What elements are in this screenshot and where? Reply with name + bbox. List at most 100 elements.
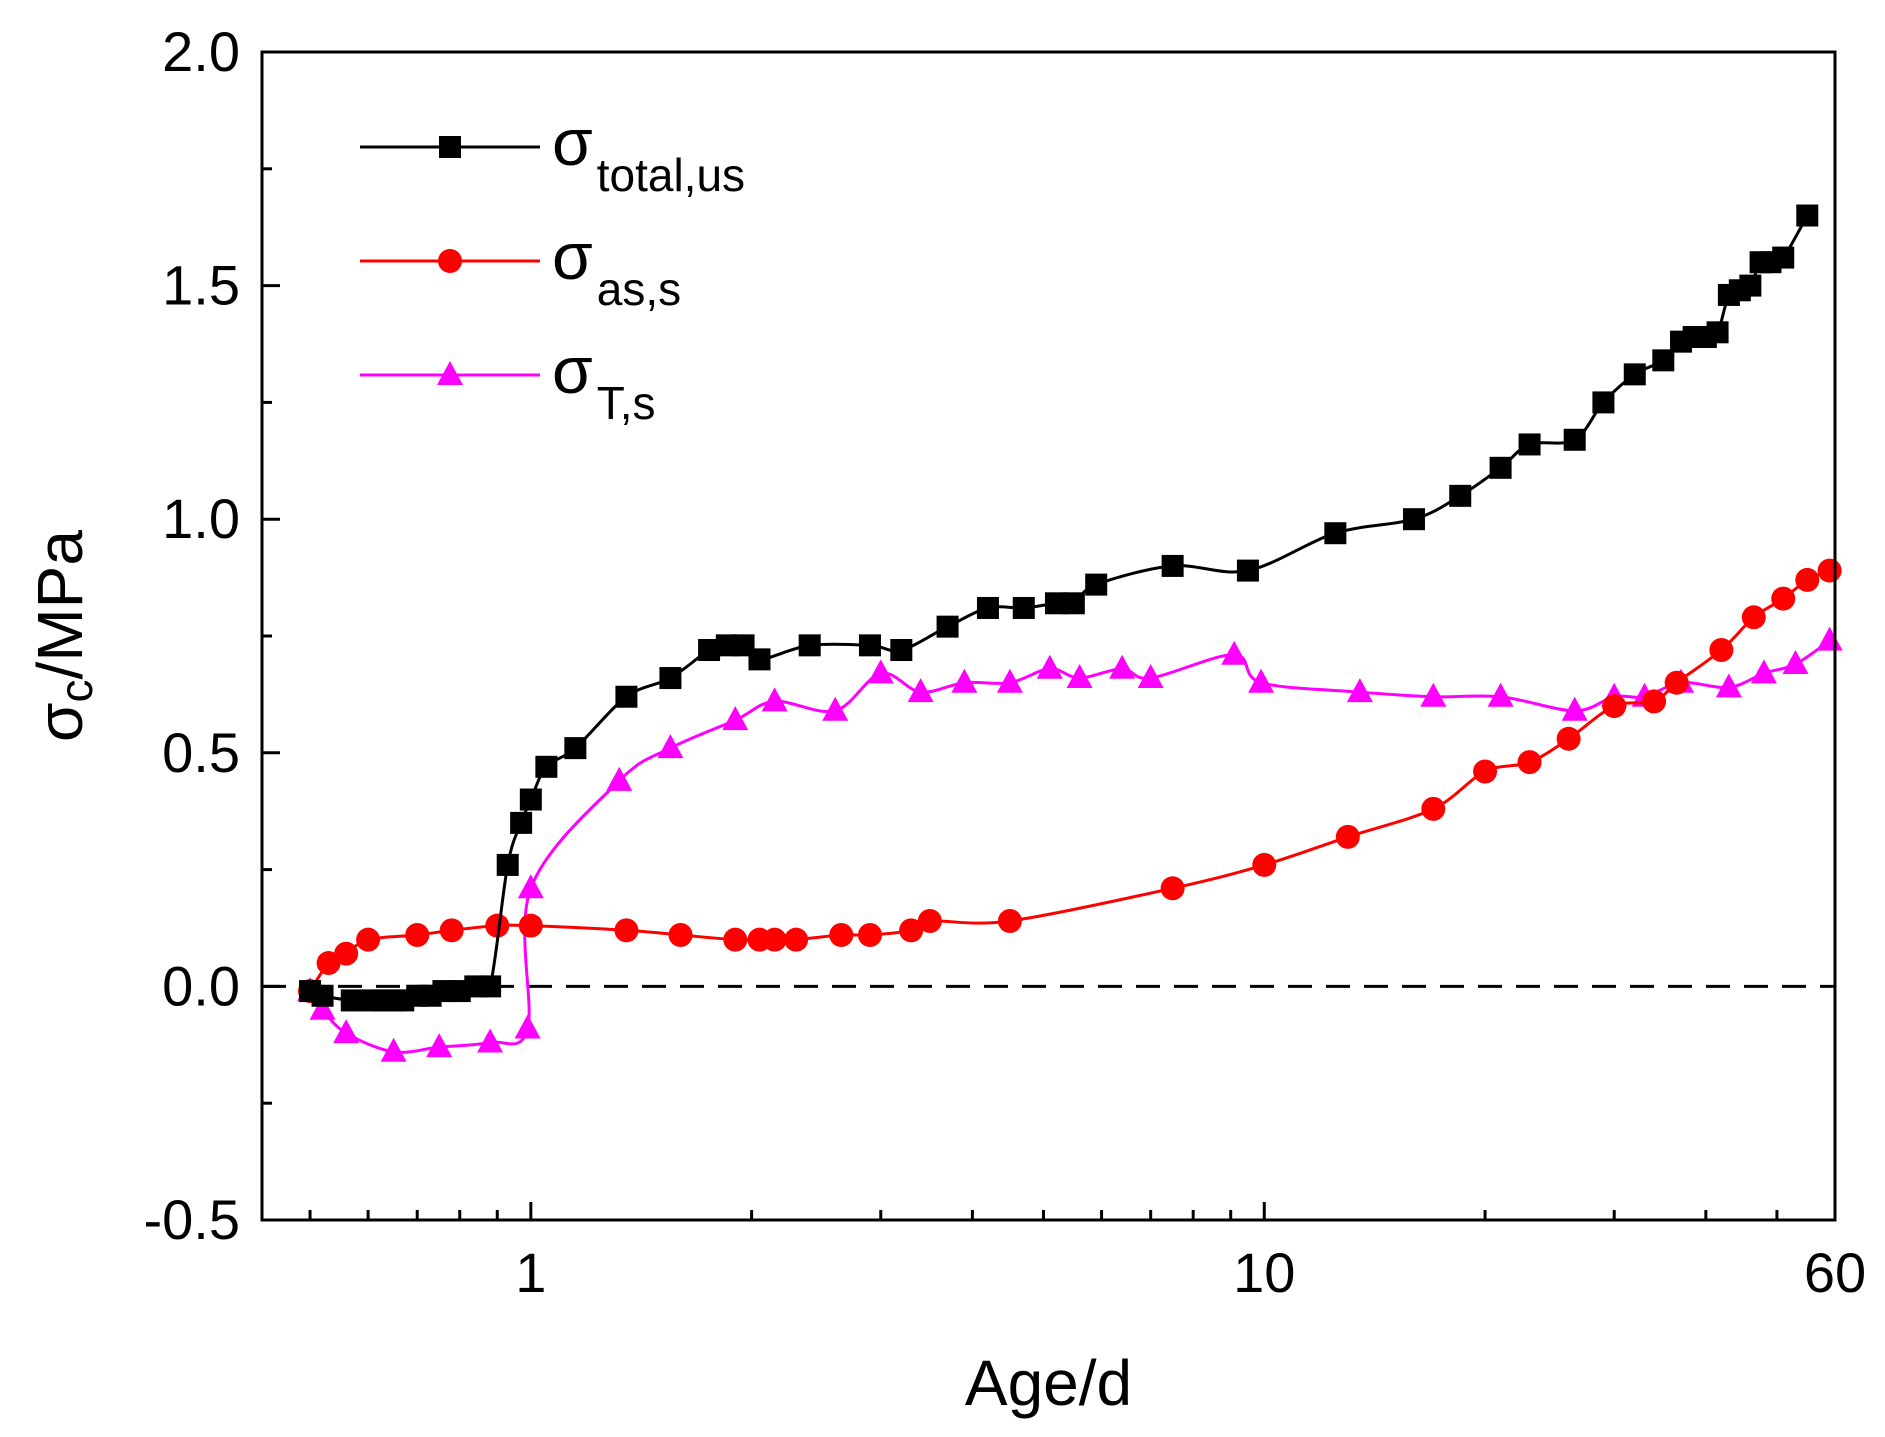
data-point xyxy=(514,1014,541,1039)
data-point xyxy=(1715,673,1742,698)
data-point xyxy=(1252,852,1277,877)
series-circle xyxy=(298,558,1842,1004)
data-point xyxy=(1402,508,1425,531)
legend-item: σas,s xyxy=(360,219,681,315)
data-point xyxy=(1556,726,1581,751)
data-point xyxy=(1817,558,1842,583)
legend-label: σtotal,us xyxy=(552,105,745,201)
data-point xyxy=(657,734,684,759)
data-point xyxy=(535,755,558,778)
data-point xyxy=(485,913,510,938)
data-point xyxy=(316,951,341,976)
data-point xyxy=(1221,640,1248,665)
y-tick-label: -0.5 xyxy=(144,1188,241,1251)
y-axis-title-rest: /MPa xyxy=(24,530,96,680)
data-point xyxy=(899,918,924,943)
data-point xyxy=(1044,592,1067,615)
data-point xyxy=(1706,321,1729,344)
data-point xyxy=(1796,204,1819,227)
series-square xyxy=(299,204,1819,1012)
x-axis-title: Age/d xyxy=(965,1347,1132,1419)
data-point xyxy=(1085,573,1108,596)
data-point xyxy=(1420,682,1447,707)
legend-label-sub: T,s xyxy=(597,377,656,429)
y-tick-label: 2.0 xyxy=(162,20,240,83)
data-point xyxy=(1739,274,1762,297)
data-point xyxy=(1160,876,1185,901)
data-point xyxy=(518,913,543,938)
data-point xyxy=(1816,626,1843,651)
data-point xyxy=(334,941,359,966)
data-point xyxy=(857,923,882,948)
data-point xyxy=(1642,689,1667,714)
data-point xyxy=(1795,567,1820,592)
data-point xyxy=(1771,586,1796,611)
data-point xyxy=(1473,759,1498,784)
legend-label-sub: total,us xyxy=(597,149,745,201)
data-point xyxy=(496,853,519,876)
legend-marker xyxy=(439,136,461,158)
data-point xyxy=(1036,654,1063,679)
data-point xyxy=(439,918,464,943)
data-point xyxy=(917,908,942,933)
data-point xyxy=(1236,559,1259,582)
x-tick-label: 1 xyxy=(515,1241,546,1304)
y-tick-label: 1.5 xyxy=(162,254,240,317)
data-point xyxy=(333,1019,360,1044)
data-point xyxy=(405,923,430,948)
data-point xyxy=(615,685,638,708)
data-point xyxy=(698,639,721,662)
x-tick-label: 60 xyxy=(1804,1241,1866,1304)
y-axis-title-main: σ xyxy=(24,702,96,742)
data-point xyxy=(867,659,894,684)
data-point xyxy=(1623,363,1646,386)
legend-label-main: σ xyxy=(552,333,593,407)
data-point xyxy=(1561,696,1588,721)
data-point xyxy=(668,923,693,948)
legend-label-main: σ xyxy=(552,105,593,179)
data-point xyxy=(1772,246,1795,269)
data-point xyxy=(715,634,738,657)
data-point xyxy=(1161,554,1184,577)
data-point xyxy=(606,766,633,791)
data-point xyxy=(1709,638,1734,663)
data-point xyxy=(1741,605,1766,630)
data-point xyxy=(1449,484,1472,507)
data-point xyxy=(340,989,363,1012)
data-point xyxy=(1592,391,1615,414)
data-point xyxy=(1782,650,1809,675)
data-point xyxy=(798,634,821,657)
data-point xyxy=(1602,694,1627,719)
data-point xyxy=(761,687,788,712)
data-point xyxy=(1137,664,1164,689)
data-point xyxy=(762,927,787,952)
data-point xyxy=(1489,456,1512,479)
data-point xyxy=(890,639,913,662)
y-tick-label: 0.0 xyxy=(162,954,240,1017)
data-point xyxy=(976,596,999,619)
data-point xyxy=(309,995,336,1020)
data-point xyxy=(510,811,533,834)
data-point xyxy=(380,1037,407,1062)
data-point xyxy=(1518,433,1541,456)
data-point xyxy=(614,918,639,943)
data-point xyxy=(1517,750,1542,775)
data-point xyxy=(1109,654,1136,679)
legend-item: σT,s xyxy=(360,333,656,429)
data-point xyxy=(829,923,854,948)
data-point xyxy=(659,667,682,690)
data-point xyxy=(1487,682,1514,707)
data-point xyxy=(519,788,542,811)
data-point xyxy=(858,634,881,657)
data-point xyxy=(1664,670,1689,695)
data-point xyxy=(951,668,978,693)
data-point xyxy=(1421,796,1446,821)
y-tick-label: 0.5 xyxy=(162,721,240,784)
data-point xyxy=(311,984,334,1007)
series-triangle xyxy=(297,626,1843,1062)
data-point xyxy=(426,1033,453,1058)
data-point xyxy=(1012,596,1035,619)
y-tick-label: 1.0 xyxy=(162,487,240,550)
